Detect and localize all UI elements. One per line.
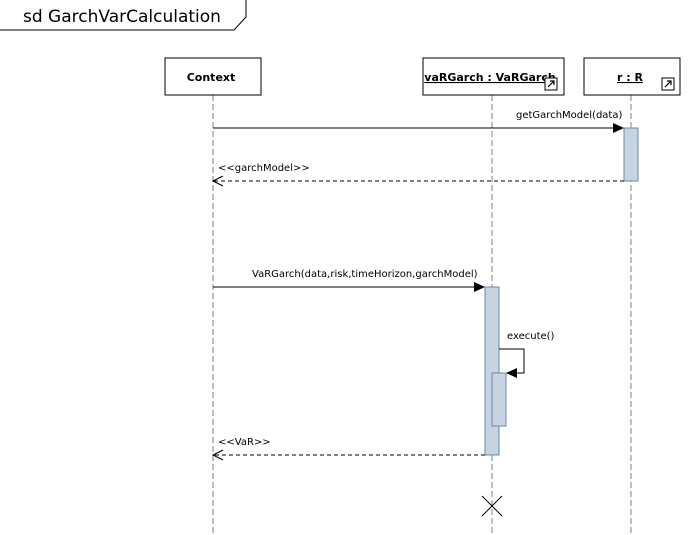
expand-icon[interactable] <box>544 77 558 91</box>
lifeline-r[interactable]: r : R <box>583 57 681 96</box>
frame-tab: sd GarchVarCalculation <box>0 0 247 31</box>
expand-icon-arrow <box>547 80 555 88</box>
activation-vargarch <box>484 286 500 456</box>
frame-title: sd GarchVarCalculation <box>23 7 221 27</box>
lifeline-context[interactable]: Context <box>164 57 262 96</box>
expand-icon[interactable] <box>661 77 675 91</box>
message-get-garch-model-label: getGarchModel(data) <box>516 110 622 121</box>
reply-arrowhead-icon <box>211 449 224 461</box>
message-garch-model-reply-label: <<garchModel>> <box>218 163 310 174</box>
lifeline-r-label: r : R <box>617 71 643 84</box>
lifeline-vargarch[interactable]: vaRGarch : VaRGarch <box>422 57 565 96</box>
reply-arrowhead-icon <box>211 175 224 187</box>
message-var-reply-label: <<VaR>> <box>218 437 271 448</box>
expand-icon-arrowhead <box>667 80 672 85</box>
activation-vargarch-execute <box>491 372 507 427</box>
message-garch-model-reply[interactable]: <<garchModel>> <box>211 163 624 187</box>
sync-arrowhead-icon <box>474 282 485 292</box>
expand-icon-arrowhead <box>550 80 555 85</box>
activation-r <box>623 127 639 182</box>
lifeline-vargarch-box[interactable] <box>422 57 565 96</box>
message-execute[interactable]: execute() <box>499 331 555 378</box>
x-destroy-icon <box>481 495 503 517</box>
lifeline-vargarch-label: vaRGarch : VaRGarch <box>424 71 555 84</box>
sync-arrowhead-icon <box>506 368 517 378</box>
frame-tab-border <box>0 0 247 31</box>
message-vargarch-create[interactable]: VaRGarch(data,risk,timeHorizon,garchMode… <box>213 269 485 292</box>
expand-icon-arrow <box>664 80 672 88</box>
message-var-reply[interactable]: <<VaR>> <box>211 437 485 461</box>
message-vargarch-create-label: VaRGarch(data,risk,timeHorizon,garchMode… <box>252 269 478 280</box>
sync-arrowhead-icon <box>613 123 624 133</box>
lifeline-context-label: Context <box>187 71 236 84</box>
message-execute-label: execute() <box>507 331 555 342</box>
lifeline-context-box[interactable] <box>164 57 262 96</box>
message-execute-line[interactable] <box>499 348 525 374</box>
x-destroy-stroke-2 <box>481 495 503 517</box>
message-get-garch-model[interactable]: getGarchModel(data) <box>213 110 624 133</box>
